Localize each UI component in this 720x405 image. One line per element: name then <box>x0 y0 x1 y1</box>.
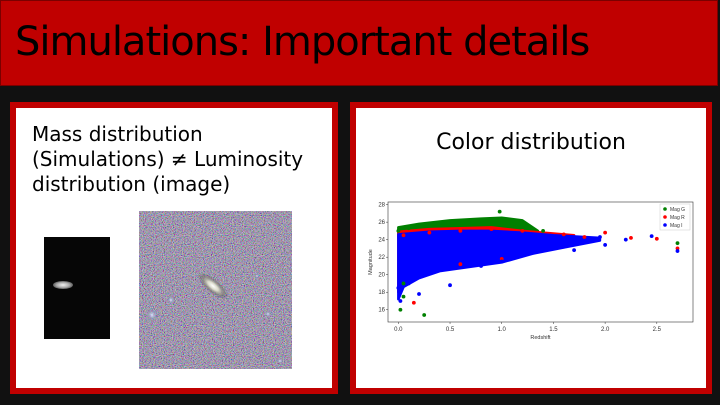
point-mag-g <box>675 241 680 246</box>
point-mag-g <box>401 294 406 299</box>
point-mag-r <box>401 233 406 238</box>
mass-distribution-text: Mass distribution (Simulations) ≠ Lumino… <box>32 122 303 197</box>
point-mag-i <box>598 235 602 239</box>
legend-marker <box>663 215 667 219</box>
legend-marker <box>663 207 667 211</box>
y-tick-label: 26 <box>378 220 385 226</box>
point-mag-r <box>520 229 525 233</box>
point-mag-r <box>629 236 633 240</box>
point-mag-i <box>649 234 654 239</box>
x-tick-label: 0.5 <box>446 327 455 333</box>
y-tick-label: 28 <box>378 203 385 209</box>
point-mag-i <box>398 299 403 303</box>
title-bar: Simulations: Important details <box>0 0 718 86</box>
y-tick-label: 20 <box>378 273 385 279</box>
color-distribution-content: Color distribution 0.0 0.5 1.0 1.5 2.0 2.5 16 1… <box>356 108 706 388</box>
x-tick-label: 2.0 <box>601 327 610 333</box>
point-mag-g <box>422 313 427 317</box>
y-tick-label: 22 <box>378 255 385 261</box>
point-mag-g <box>479 219 483 224</box>
y-tick-label: 16 <box>378 308 385 314</box>
point-mag-i <box>675 249 680 253</box>
point-mag-g <box>398 307 403 312</box>
observed-galaxy-image <box>139 211 292 369</box>
mass-text-line-2: (Simulations) ≠ Luminosity <box>32 147 304 171</box>
point-mag-r <box>489 227 494 232</box>
y-axis-label: Magnitude <box>368 249 374 275</box>
point-mag-r <box>561 232 566 237</box>
x-tick-label: 0.0 <box>394 327 403 333</box>
mass-text-line-1: Mass distribution <box>32 122 203 146</box>
point-mag-g <box>458 220 463 225</box>
x-axis-label: Redshift <box>530 335 551 341</box>
point-mag-r <box>603 230 608 235</box>
point-mag-g <box>417 224 421 229</box>
point-mag-r <box>458 262 463 267</box>
point-mag-i <box>448 283 452 288</box>
point-mag-i <box>623 237 628 242</box>
point-mag-i <box>530 250 535 255</box>
point-mag-g <box>497 209 502 214</box>
point-mag-g <box>541 229 545 233</box>
mass-distribution-panel: Mass distribution (Simulations) ≠ Lumino… <box>10 102 338 394</box>
point-mag-i <box>479 264 483 268</box>
point-mag-r <box>654 236 659 241</box>
point-mag-g <box>437 222 442 227</box>
point-mag-r <box>411 300 416 305</box>
y-tick-label: 18 <box>378 290 385 296</box>
x-tick-label: 1.5 <box>549 327 558 333</box>
point-mag-i <box>561 244 566 249</box>
x-tick-label: 2.5 <box>653 327 662 333</box>
mass-distribution-content: Mass distribution (Simulations) ≠ Lumino… <box>16 108 332 388</box>
point-mag-i <box>603 243 608 247</box>
simulation-mass-image <box>44 237 110 339</box>
point-mag-i <box>582 239 587 244</box>
point-mag-i <box>448 265 452 270</box>
point-mag-g <box>396 229 401 233</box>
point-mag-i <box>417 292 421 296</box>
point-mag-g <box>401 281 406 286</box>
point-mag-i <box>427 271 432 275</box>
mass-text-line-3: distribution (image) <box>32 172 231 196</box>
x-tick-label: 1.0 <box>498 327 507 333</box>
legend-label: Mag I <box>670 223 683 229</box>
y-tick-label: 24 <box>378 238 385 244</box>
point-mag-g <box>499 217 504 222</box>
point-mag-i <box>406 281 411 286</box>
legend-label: Mag R <box>670 215 685 221</box>
point-mag-r <box>582 235 587 239</box>
simulated-galaxy <box>53 281 73 289</box>
magnitude-redshift-chart: 0.0 0.5 1.0 1.5 2.0 2.5 16 18 20 22 24 26 28 Redshift… <box>358 194 704 346</box>
point-mag-r <box>675 246 680 251</box>
legend-label: Mag G <box>670 207 685 213</box>
point-mag-i <box>396 285 401 290</box>
color-distribution-panel: Color distribution 0.0 0.5 1.0 1.5 2.0 2.5 16 1… <box>350 102 712 394</box>
point-mag-r <box>499 257 504 261</box>
point-mag-r <box>458 229 463 233</box>
band-mag-i <box>397 229 602 301</box>
point-mag-i <box>572 248 577 253</box>
color-distribution-title: Color distribution <box>436 130 626 155</box>
legend-marker <box>663 223 667 227</box>
point-mag-g <box>406 226 411 231</box>
point-mag-r <box>427 230 432 235</box>
point-mag-i <box>499 259 504 264</box>
slide-title: Simulations: Important details <box>15 19 590 65</box>
point-mag-g <box>520 221 525 225</box>
